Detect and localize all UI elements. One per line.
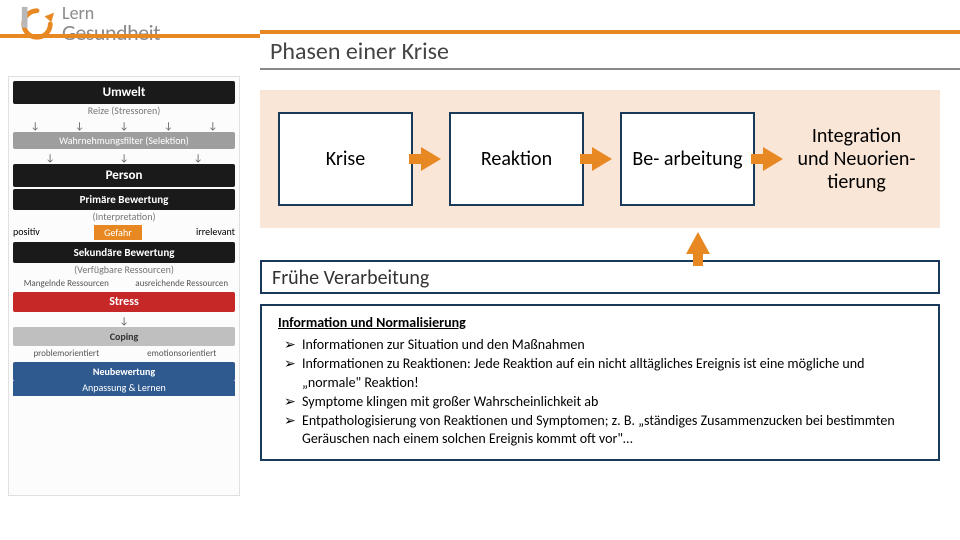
arrow-right-icon — [421, 147, 441, 171]
bullet-item: Informationen zur Situation und den Maßn… — [284, 336, 926, 354]
page-title: Phasen einer Krise — [270, 37, 449, 66]
down-arrows: ↓↓↓↓↓ — [13, 119, 235, 132]
coping-row: problemorientiert emotionsorientiert — [13, 348, 235, 359]
problem-label: problemorientiert — [13, 348, 120, 359]
primaer-box: Primäre Bewertung — [13, 189, 235, 210]
phase-flow: Krise Reaktion Be- arbeitung Integration… — [260, 90, 940, 228]
stress-box: Stress — [13, 292, 235, 312]
irrelevant-label: irrelevant — [196, 225, 235, 240]
section-title: Frühe Verarbeitung — [272, 266, 928, 290]
positiv-label: positiv — [13, 225, 40, 240]
bullet-item: Symptome klingen mit großer Wahrscheinli… — [284, 393, 926, 411]
umwelt-box: Umwelt — [13, 81, 235, 104]
phase-bearbeitung: Be- arbeitung — [620, 112, 755, 206]
arrow-up-icon — [686, 232, 710, 254]
arrow-up-wrap — [260, 232, 940, 254]
page-header: Lern Gesundheit Phasen einer Krise — [0, 0, 960, 70]
bullet-item: Entpathologisierung von Reaktionen und S… — [284, 412, 926, 448]
neubewertung-box: Neubewertung — [13, 362, 235, 381]
brand-logo: Lern Gesundheit — [18, 4, 160, 44]
info-box: Information und Normalisierung Informati… — [260, 304, 940, 461]
phase-reaktion: Reaktion — [449, 112, 584, 206]
bullet-item: Informationen zu Reaktionen: Jede Reakti… — [284, 355, 926, 391]
phase-integration: Integration und Neuorien- tierung — [791, 112, 922, 206]
brand-text: Lern Gesundheit — [62, 4, 160, 44]
accent-bar — [0, 34, 260, 38]
neubewertung-sub: Anpassung & Lernen — [13, 381, 235, 396]
section-fruehe-verarbeitung: Frühe Verarbeitung — [260, 260, 940, 294]
phase-krise: Krise — [278, 112, 413, 206]
info-heading: Information und Normalisierung — [278, 314, 926, 332]
down-arrows-2: ↓↓↓ — [13, 151, 235, 164]
arrow-right-icon — [763, 147, 783, 171]
sekundaer-sub: (Verfügbare Ressourcen) — [13, 263, 235, 276]
gefahr-label: Gefahr — [94, 225, 142, 240]
info-bullets: Informationen zur Situation und den Maßn… — [278, 336, 926, 448]
brand-line2: Gesundheit — [62, 22, 160, 44]
person-box: Person — [13, 164, 235, 187]
primaer-sub: (Interpretation) — [13, 210, 235, 223]
evaluation-row: positiv Gefahr irrelevant — [13, 225, 235, 240]
mangelnd-label: Mangelnde Ressourcen — [13, 278, 120, 289]
reize-label: Reize (Stressoren) — [13, 104, 235, 117]
arrow-right-icon — [592, 147, 612, 171]
sekundaer-box: Sekundäre Bewertung — [13, 242, 235, 263]
title-bar: Phasen einer Krise — [260, 30, 960, 70]
coping-box: Coping — [13, 327, 235, 346]
main-content: Krise Reaktion Be- arbeitung Integration… — [260, 90, 940, 461]
emotion-label: emotionsorientiert — [128, 348, 235, 359]
filter-box: Wahrnehmungsfilter (Selektion) — [13, 132, 235, 149]
ausreichend-label: ausreichende Ressourcen — [128, 278, 235, 289]
stress-model-sidebar: Umwelt Reize (Stressoren) ↓↓↓↓↓ Wahrnehm… — [8, 76, 240, 496]
resource-row: Mangelnde Ressourcen ausreichende Ressou… — [13, 278, 235, 289]
